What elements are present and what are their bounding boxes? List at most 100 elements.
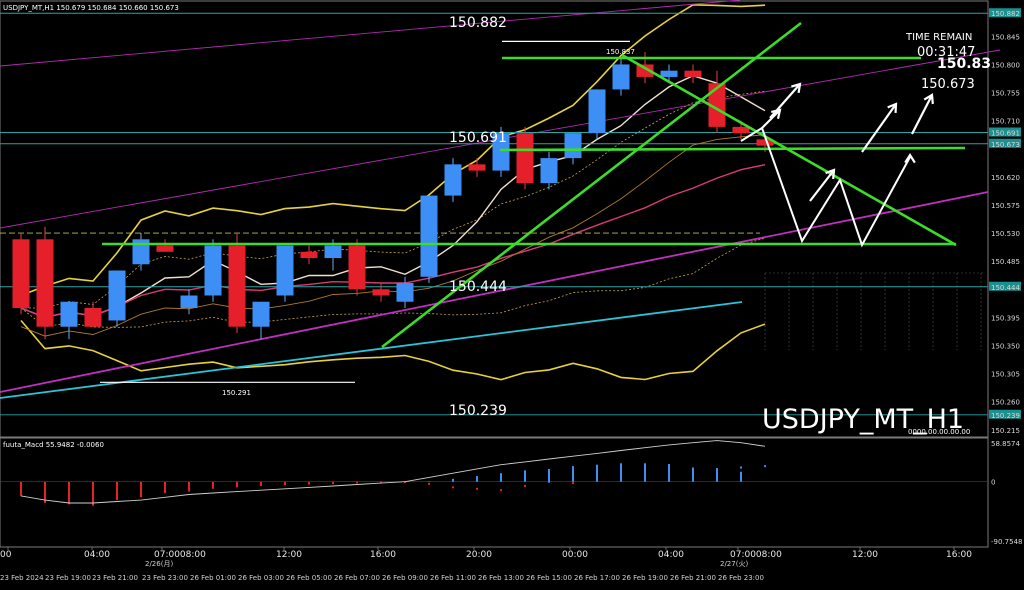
ma-slow [20, 164, 766, 319]
time-axis-minor: 26 Feb 01:00 [190, 574, 236, 582]
price-axis-label: 150.215 [991, 427, 1020, 435]
level-label-150291: 150.291 [222, 389, 251, 397]
price-axis-label: 150.575 [991, 202, 1020, 210]
candle-body [588, 89, 606, 134]
time-remain-label: TIME REMAIN [905, 32, 972, 43]
price-axis-label: 150.755 [991, 90, 1020, 98]
price-axis-highlight [989, 409, 1021, 419]
projection-zigzag [740, 126, 911, 248]
macd-signal-dot [524, 484, 526, 487]
macd-axis-label: 58.8574 [991, 440, 1020, 448]
purple-channel-bottom [0, 191, 989, 393]
macd-signal-dot [500, 489, 502, 492]
time-axis-minor: 26 Feb 13:00 [478, 574, 524, 582]
horizontal-levels [0, 12, 988, 416]
projection-arrow-d [861, 103, 897, 153]
axes: 150.882 150.845 150.800 150.755 150.710 150.6… [0, 8, 1022, 582]
projection-arrow-c [809, 169, 835, 202]
time-axis-minor: 26 Feb 07:00 [334, 574, 380, 582]
macd-signal-dot [668, 470, 670, 473]
symbol-watermark: USDJPY_MT_H1 [762, 404, 964, 435]
green-trend-line [381, 21, 802, 349]
time-axis-day: 2/26(月) [145, 560, 173, 568]
candle-body [396, 283, 414, 302]
time-axis-major: 07:0008:00 [154, 550, 206, 560]
projection-arrow-a-head [770, 108, 782, 120]
price-axis-label: 150.239 [991, 412, 1020, 420]
macd-signal-dot [236, 484, 238, 487]
candle-body [732, 126, 750, 134]
candle-body [708, 83, 726, 127]
level-label-150691: 150.691 [449, 130, 507, 146]
level-label-150882: 150.882 [449, 15, 507, 31]
time-axis-minor: 23 Feb 21:00 [92, 574, 138, 582]
time-axis-minor: 26 Feb 15:00 [526, 574, 572, 582]
time-axis-minor: 26 Feb 17:00 [574, 574, 620, 582]
candle-body [540, 158, 558, 184]
purple-channel-top [0, 0, 741, 67]
time-axis-major: 00 [0, 550, 12, 560]
candle-body [660, 70, 678, 77]
bollinger-lower-1 [20, 237, 766, 328]
macd-signal-dot [20, 486, 22, 489]
price-axis-label: 150.444 [991, 284, 1020, 292]
time-axis-major: 04:00 [658, 550, 684, 560]
time-axis-major: 07:0008:00 [730, 550, 782, 560]
candle-body [300, 251, 318, 259]
candle-body [564, 133, 582, 159]
candle-body [636, 64, 654, 77]
trendlines [102, 21, 966, 349]
price-axis-highlight [989, 127, 1021, 137]
time-remain-value: 00:31:47 [917, 45, 975, 60]
projection-arrow-c-head [825, 168, 836, 180]
time-axis-major: 00:00 [562, 550, 588, 560]
price-axis-label: 150.710 [991, 118, 1020, 126]
candle-body [684, 70, 702, 77]
macd-signal-dot [164, 487, 166, 490]
price-axis-highlight [989, 138, 1021, 148]
price-axis-highlight [989, 281, 1021, 291]
sub-price-label: 150.673 [921, 77, 975, 92]
candle-body [612, 64, 630, 90]
macd-signal-dot [548, 480, 550, 483]
time-axis-major: 12:00 [276, 550, 302, 560]
time-axis-minor: 26 Feb 19:00 [622, 574, 668, 582]
candle-body [756, 139, 774, 146]
macd-signal-dot [716, 467, 718, 470]
bollinger-upper-1 [21, 90, 766, 309]
macd-signal-dot [380, 481, 382, 484]
macd-signal-dot [188, 486, 190, 489]
macd-signal-dot [140, 489, 142, 492]
candle-body [36, 239, 54, 327]
time-axis-minor: 26 Feb 03:00 [238, 574, 284, 582]
price-axis-label: 150.882 [991, 10, 1020, 18]
time-axis-minor: 23 Feb 23:00 [142, 574, 188, 582]
macd-signal-dot [740, 466, 742, 469]
time-axis-major: 16:00 [946, 550, 972, 560]
candles [12, 51, 774, 340]
macd-signal-dot [212, 485, 214, 488]
time-axis-minor: 26 Feb 23:00 [718, 574, 764, 582]
candle-body [324, 245, 342, 259]
main-panel-border [0, 0, 989, 438]
macd-signal-dot [428, 482, 430, 485]
macd-signal-dot [332, 482, 334, 485]
level-label-150239: 150.239 [449, 403, 507, 419]
candle-body [492, 133, 510, 171]
time-axis-day: 2/27(火) [720, 560, 748, 568]
macd-signal-dot [596, 476, 598, 479]
candle-body [252, 301, 270, 327]
candle-body [204, 245, 222, 296]
macd-signal-dot [260, 483, 262, 486]
macd-signal-dot [692, 469, 694, 472]
indicator-layer [0, 0, 1001, 399]
time-axis-major: 04:00 [84, 550, 110, 560]
price-axis-label: 150.691 [991, 130, 1020, 138]
projection-arrow-b [769, 83, 801, 119]
macd-signal-dot [284, 482, 286, 485]
candle-body [84, 307, 102, 327]
macd-signal-dot [308, 482, 310, 485]
price-axis-label: 150.845 [991, 33, 1020, 41]
price-axis-label: 150.350 [991, 342, 1020, 350]
price-axis-label: 150.673 [991, 141, 1020, 149]
